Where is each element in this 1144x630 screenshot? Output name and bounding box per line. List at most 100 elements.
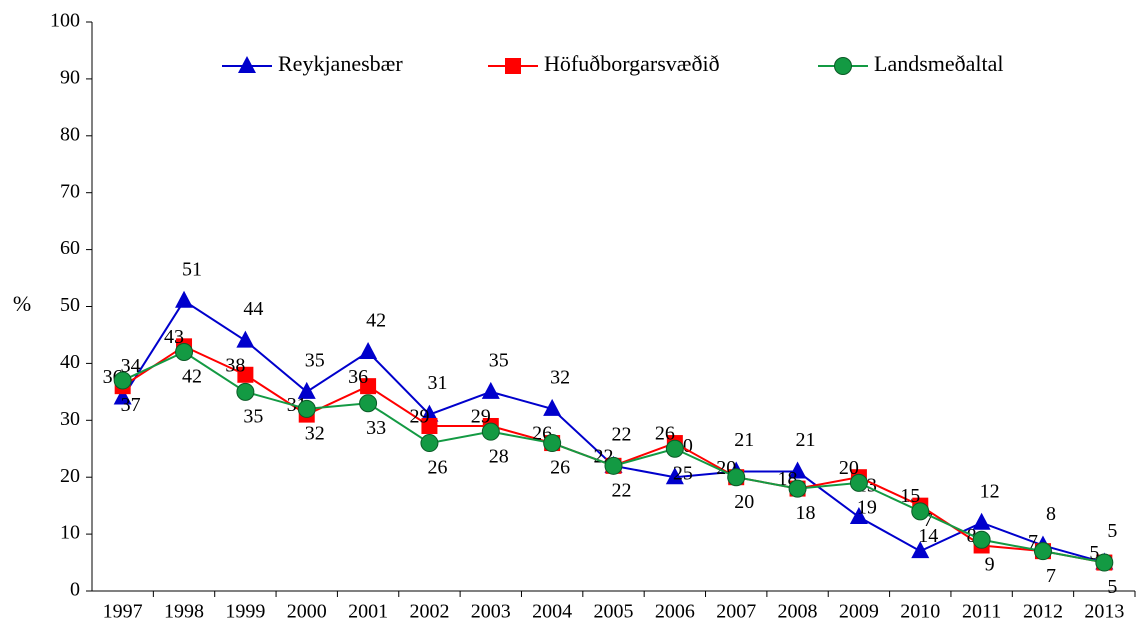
data-label: 33 bbox=[366, 417, 386, 439]
data-label: 29 bbox=[471, 406, 491, 428]
data-label: 44 bbox=[243, 298, 263, 320]
x-tick-label: 1997 bbox=[103, 601, 143, 623]
legend-label: Landsmeðaltal bbox=[874, 51, 1004, 76]
data-label: 37 bbox=[121, 394, 141, 416]
marker bbox=[972, 512, 991, 530]
x-tick-label: 2003 bbox=[471, 601, 511, 623]
marker bbox=[972, 530, 991, 549]
data-label: 21 bbox=[734, 429, 754, 451]
legend-label: Reykjanesbær bbox=[278, 51, 403, 76]
data-label: 43 bbox=[164, 326, 184, 348]
y-tick-label: 100 bbox=[50, 10, 80, 32]
data-label: 22 bbox=[612, 423, 632, 445]
marker bbox=[1095, 553, 1114, 572]
marker bbox=[360, 378, 377, 395]
y-tick-label: 90 bbox=[60, 66, 80, 88]
marker bbox=[421, 417, 438, 434]
marker bbox=[604, 456, 623, 475]
y-tick-label: 30 bbox=[60, 408, 80, 430]
data-label: 28 bbox=[489, 445, 509, 467]
data-label: 8 bbox=[1046, 503, 1056, 525]
data-label: 35 bbox=[305, 349, 325, 371]
x-tick-label: 2000 bbox=[287, 601, 327, 623]
marker bbox=[788, 479, 807, 498]
y-tick-label: 10 bbox=[60, 522, 80, 544]
marker bbox=[236, 330, 255, 348]
data-label: 9 bbox=[985, 553, 995, 575]
data-label: 12 bbox=[980, 480, 1000, 502]
y-tick-label: 50 bbox=[60, 294, 80, 316]
marker bbox=[665, 467, 684, 485]
data-label: 34 bbox=[121, 355, 141, 377]
data-label: 18 bbox=[796, 502, 816, 524]
x-tick-label: 2006 bbox=[655, 601, 695, 623]
marker bbox=[236, 382, 255, 401]
x-tick-label: 1998 bbox=[164, 601, 204, 623]
marker bbox=[113, 387, 132, 405]
marker bbox=[420, 404, 439, 422]
marker bbox=[420, 434, 439, 453]
marker bbox=[911, 502, 930, 521]
data-label: 7 bbox=[1046, 565, 1056, 587]
marker bbox=[788, 461, 807, 479]
data-label: 5 bbox=[1089, 542, 1099, 564]
data-label: 32 bbox=[305, 423, 325, 445]
x-tick-label: 2001 bbox=[348, 601, 388, 623]
marker bbox=[911, 541, 930, 559]
marker bbox=[359, 342, 378, 360]
data-label: 22 bbox=[612, 479, 632, 501]
data-label: 36 bbox=[348, 366, 368, 388]
marker bbox=[481, 381, 500, 399]
x-tick-label: 1999 bbox=[225, 601, 265, 623]
data-label: 15 bbox=[900, 485, 920, 507]
data-label: 38 bbox=[225, 354, 245, 376]
y-tick-label: 80 bbox=[60, 123, 80, 145]
data-label: 7 bbox=[1028, 531, 1038, 553]
marker bbox=[113, 371, 132, 390]
marker bbox=[505, 58, 521, 74]
data-label: 29 bbox=[409, 406, 429, 428]
x-tick-label: 2008 bbox=[778, 601, 818, 623]
data-label: 7 bbox=[923, 509, 933, 531]
marker bbox=[297, 381, 316, 399]
marker bbox=[481, 422, 500, 441]
x-tick-label: 2009 bbox=[839, 601, 879, 623]
data-label: 20 bbox=[839, 457, 859, 479]
data-label: 42 bbox=[366, 310, 386, 332]
marker bbox=[543, 434, 562, 453]
data-label: 19 bbox=[857, 496, 877, 518]
data-label: 35 bbox=[243, 405, 263, 427]
x-tick-label: 2012 bbox=[1023, 601, 1063, 623]
data-label: 35 bbox=[489, 349, 509, 371]
x-tick-label: 2011 bbox=[962, 601, 1001, 623]
marker bbox=[1033, 542, 1052, 561]
data-label: 26 bbox=[655, 423, 675, 445]
x-tick-label: 2007 bbox=[716, 601, 756, 623]
data-label: 5 bbox=[1107, 576, 1117, 598]
y-tick-label: 0 bbox=[70, 579, 80, 601]
marker bbox=[834, 57, 852, 75]
marker bbox=[237, 366, 254, 383]
data-label: 32 bbox=[550, 367, 570, 389]
x-tick-label: 2004 bbox=[532, 601, 572, 623]
data-label: 31 bbox=[427, 372, 447, 394]
y-axis-label: % bbox=[13, 291, 31, 316]
y-tick-label: 60 bbox=[60, 237, 80, 259]
x-tick-label: 2005 bbox=[594, 601, 634, 623]
y-tick-label: 40 bbox=[60, 351, 80, 373]
marker bbox=[175, 343, 194, 362]
marker bbox=[849, 507, 868, 525]
y-tick-label: 20 bbox=[60, 465, 80, 487]
y-tick-label: 70 bbox=[60, 180, 80, 202]
x-tick-label: 2010 bbox=[900, 601, 940, 623]
marker bbox=[849, 473, 868, 492]
marker bbox=[297, 399, 316, 418]
data-label: 51 bbox=[182, 258, 202, 280]
marker bbox=[359, 394, 378, 413]
legend-label: Höfuðborgarsvæðið bbox=[544, 51, 720, 76]
x-tick-label: 2013 bbox=[1084, 601, 1124, 623]
marker bbox=[727, 468, 746, 487]
series-line bbox=[122, 345, 1105, 564]
data-label: 42 bbox=[182, 366, 202, 388]
